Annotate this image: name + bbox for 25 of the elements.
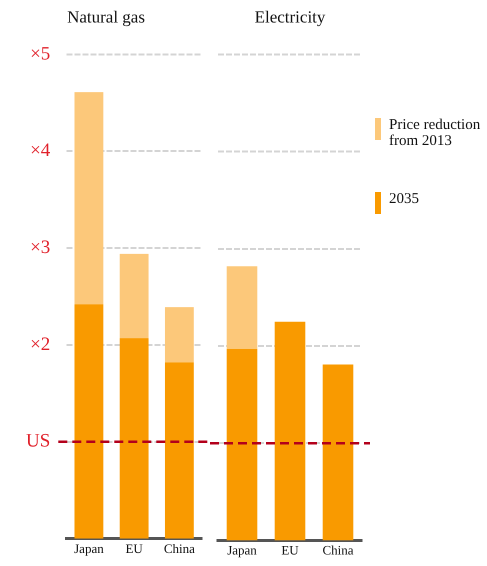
bar [74,304,104,539]
x-tick-label: China [164,540,196,556]
bar [164,307,194,362]
chart-title: Electricity [254,8,326,27]
bar [274,322,306,540]
bar [74,92,104,304]
x-tick-label: Japan [227,542,258,558]
y-tick-label: ×5 [30,43,50,64]
bar [226,266,258,349]
legend-label: Price reduction from 2013 [389,117,482,150]
bar [164,362,194,539]
x-tick-label: China [322,542,354,558]
y-tick-label: ×4 [30,140,51,162]
bar [120,254,149,338]
bar [120,338,149,539]
y-tick-label: ×2 [30,334,50,355]
x-tick-label: EU [281,542,300,558]
bar [226,348,258,540]
bar [322,364,354,540]
y-tick-label: ×3 [30,237,50,258]
chart-title: Natural gas [67,8,145,27]
y-tick-label: US [26,430,50,452]
x-tick-label: EU [125,540,144,556]
x-tick-label: Japan [74,540,104,556]
legend-label: 2035 [389,190,419,208]
